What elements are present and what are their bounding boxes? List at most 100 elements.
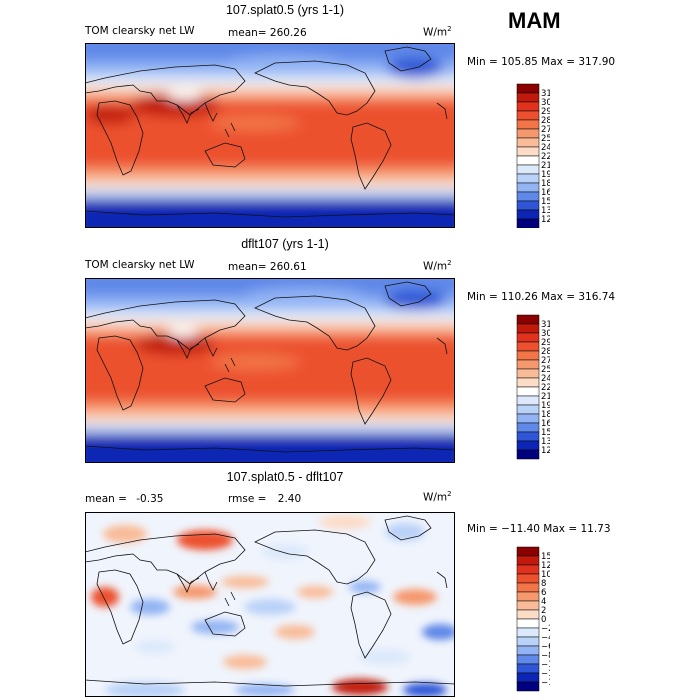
panel-1-colorbar: 310 300 290 280 270 255 240 225 210 195 … [516, 83, 550, 228]
panel-1-colorbar-tick: 180 [541, 179, 550, 189]
panel-1-colorbar-tick: 135 [541, 206, 550, 216]
panel-1-colorbar-tick: 240 [541, 143, 550, 153]
panel-1-colorbar-box [516, 182, 540, 193]
panel-3-colorbar-box [516, 672, 540, 683]
panel-1-colorbar-labels: 310 300 290 280 270 255 240 225 210 195 … [541, 89, 550, 225]
panel-3-colorbar-tick: −6 [541, 642, 550, 652]
panel-1-range: Min = 105.85 Max = 317.90 [467, 56, 616, 68]
panel-3-colorbar-box [516, 582, 540, 593]
panel-2-colorbar-box [516, 341, 540, 352]
panel-2-map [85, 278, 455, 463]
panel-2-colorbar-box [516, 395, 540, 406]
panel-1-colorbar-tick: 290 [541, 107, 550, 117]
panel-3-colorbar-tick: 2 [541, 606, 546, 616]
panel-3-colorbar-box [516, 645, 540, 656]
panel-2-variable-label: TOM clearsky net LW [85, 259, 195, 271]
panel-1-units: W/m2 [423, 25, 452, 39]
panel-3-colorbar-box [516, 564, 540, 575]
panel-2-colorbar-box [516, 449, 540, 460]
panel-2-colorbar-box [516, 359, 540, 370]
panel-3-colorbar-tick: 12 [541, 561, 550, 571]
panel-3-colorbar-tick: 10 [541, 570, 550, 580]
panel-2-colorbar-box [516, 377, 540, 388]
panel-3-colorbar-box [516, 636, 540, 647]
panel-1-colorbar-tick: 210 [541, 161, 550, 171]
panel-2-colorbar-tick: 210 [541, 392, 550, 402]
panel-1-colorbar-box [516, 209, 540, 220]
panel-2-colorbar-box [516, 323, 540, 334]
panel-3-colorbar-tick: −4 [541, 633, 550, 643]
panel-1-colorbar-tick: 165 [541, 188, 550, 198]
panel-1-colorbar-box [516, 128, 540, 139]
panel-2-colorbar-box [516, 332, 540, 343]
panel-3-colorbar-tick: 0 [541, 615, 546, 625]
panel-3-colorbar: 15 12 10 8 6 4 2 0 −2 −4 −6 −8 −10 −12 −… [516, 546, 550, 692]
panel-3-units-exp: 2 [447, 490, 452, 498]
panel-3-rmse-label: rmse = 2.40 [228, 493, 301, 505]
panel-3-colorbar-box [516, 654, 540, 665]
panel-3-colorbar-tick: −12 [541, 669, 550, 679]
panel-2-range: Min = 110.26 Max = 316.74 [467, 291, 616, 303]
panel-3-rmse-value: 2.40 [277, 493, 302, 505]
panel-1-colorbar-box [516, 110, 540, 121]
panel-1-title: 107.splat0.5 (yrs 1-1) [225, 3, 345, 17]
panel-2-colorbar-box [516, 413, 540, 424]
panel-2-colorbar-tick: 120 [541, 446, 550, 456]
panel-1-colorbar-box [516, 101, 540, 112]
panel-2-colorbar-tick: 135 [541, 437, 550, 447]
panel-1-units-exp: 2 [447, 25, 452, 33]
panel-3-colorbar-tick: 8 [541, 579, 546, 589]
panel-3-colorbar-tick: −8 [541, 651, 550, 661]
panel-1-colorbar-tick: 195 [541, 170, 550, 180]
panel-1-mean-text: mean= [228, 27, 267, 39]
panel-2-colorbar-tick: 290 [541, 338, 550, 348]
panel-3-colorbar-box [516, 618, 540, 629]
panel-1-colorbar-tick: 280 [541, 116, 550, 126]
panel-2-colorbar-labels: 310 300 290 280 270 255 240 225 210 195 … [541, 320, 550, 456]
panel-1-mean-label: mean= 260.26 [228, 27, 307, 39]
panel-2-title: dflt107 (yrs 1-1) [241, 237, 329, 251]
panel-1-colorbar-tick: 120 [541, 215, 550, 225]
panel-3-colorbar-tick: −2 [541, 624, 550, 634]
panel-1-colorbar-box [516, 155, 540, 166]
panel-3-colorbar-box [516, 600, 540, 611]
panel-3-title: 107.splat0.5 - dflt107 [226, 470, 344, 484]
panel-3-colorbar-box [516, 609, 540, 620]
panel-2-colorbar-tick: 195 [541, 401, 550, 411]
panel-2-colorbar-box [516, 386, 540, 397]
panel-3-colorbar-box [516, 591, 540, 602]
panel-2-colorbar-tick: 165 [541, 419, 550, 429]
panel-3-colorbar-labels: 15 12 10 8 6 4 2 0 −2 −4 −6 −8 −10 −12 −… [541, 552, 550, 688]
panel-2-colorbar-box [516, 368, 540, 379]
panel-2-colorbar-box [516, 404, 540, 415]
panel-3-colorbar-box [516, 546, 540, 557]
panel-1-colorbar-box [516, 83, 540, 94]
panel-1-colorbar-box [516, 146, 540, 157]
panel-2-colorbar: 310 300 290 280 270 255 240 225 210 195 … [516, 314, 550, 460]
panel-2-colorbar-boxes [516, 314, 540, 460]
panel-2-colorbar-tick: 310 [541, 320, 550, 330]
panel-3-units-text: W/m [423, 491, 448, 504]
panel-2-colorbar-box [516, 422, 540, 433]
panel-1-colorbar-box [516, 92, 540, 103]
panel-2-colorbar-tick: 255 [541, 365, 550, 375]
panel-3-field [91, 515, 455, 697]
panel-1-variable-label: TOM clearsky net LW [85, 25, 195, 37]
panel-2-colorbar-box [516, 350, 540, 361]
panel-1-colorbar-box [516, 218, 540, 228]
panel-3-colorbar-box [516, 627, 540, 638]
panel-1-colorbar-boxes [516, 83, 540, 228]
panel-2-colorbar-tick: 225 [541, 383, 550, 393]
panel-2-mean-text: mean= [228, 261, 267, 273]
panel-3-colorbar-box [516, 663, 540, 674]
panel-1-map [85, 43, 455, 228]
panel-2-mean-label: mean= 260.61 [228, 261, 307, 273]
panel-1-colorbar-tick: 150 [541, 197, 550, 207]
panel-2-colorbar-box [516, 440, 540, 451]
panel-1-colorbar-box [516, 200, 540, 211]
panel-3-colorbar-tick: 15 [541, 552, 550, 562]
panel-2-colorbar-tick: 280 [541, 347, 550, 357]
panel-3-mean-text: mean = [85, 493, 127, 505]
panel-3-colorbar-boxes [516, 546, 540, 692]
panel-1-mean-value: 260.26 [269, 27, 307, 39]
